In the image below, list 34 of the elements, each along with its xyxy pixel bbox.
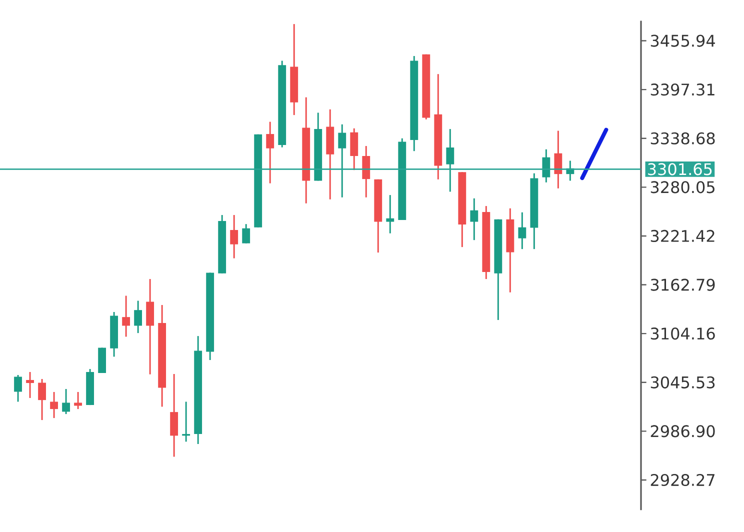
candlestick — [134, 300, 142, 334]
candlestick — [14, 374, 22, 402]
candlestick — [542, 148, 550, 184]
candlestick — [350, 128, 358, 171]
candlestick — [122, 295, 130, 338]
candlestick — [338, 124, 346, 198]
y-tick-label: 3280.05 — [650, 181, 714, 194]
candlestick — [50, 391, 58, 419]
candlestick — [266, 121, 274, 184]
candlestick — [518, 212, 526, 250]
candlestick — [446, 128, 454, 192]
y-tick-label: 2986.90 — [650, 425, 715, 438]
y-tick-label: 3104.16 — [650, 328, 715, 340]
candlestick — [470, 198, 478, 241]
candlestick — [74, 391, 82, 410]
y-tick-label: 3162.79 — [650, 278, 715, 291]
candlestick — [170, 373, 178, 458]
candlestick — [362, 145, 370, 198]
candlestick — [554, 130, 562, 190]
candlestick — [230, 214, 238, 260]
candlestick — [38, 378, 46, 421]
candlestick — [386, 194, 394, 234]
y-tick-label: 3397.31 — [650, 84, 714, 96]
candlestick — [62, 388, 70, 415]
y-tick-label: 3338.68 — [650, 132, 715, 144]
candlestick — [146, 278, 154, 376]
y-tick-label: 3045.53 — [650, 376, 715, 388]
candlestick — [26, 371, 34, 399]
candlestick — [242, 223, 250, 244]
candlestick — [182, 400, 190, 442]
y-tick-label: 3455.94 — [650, 34, 715, 47]
ref-line-label: 3301.65 — [648, 163, 712, 176]
y-tick-label: 2928.27 — [650, 474, 714, 486]
y-tick-label: 3221.42 — [650, 230, 714, 242]
